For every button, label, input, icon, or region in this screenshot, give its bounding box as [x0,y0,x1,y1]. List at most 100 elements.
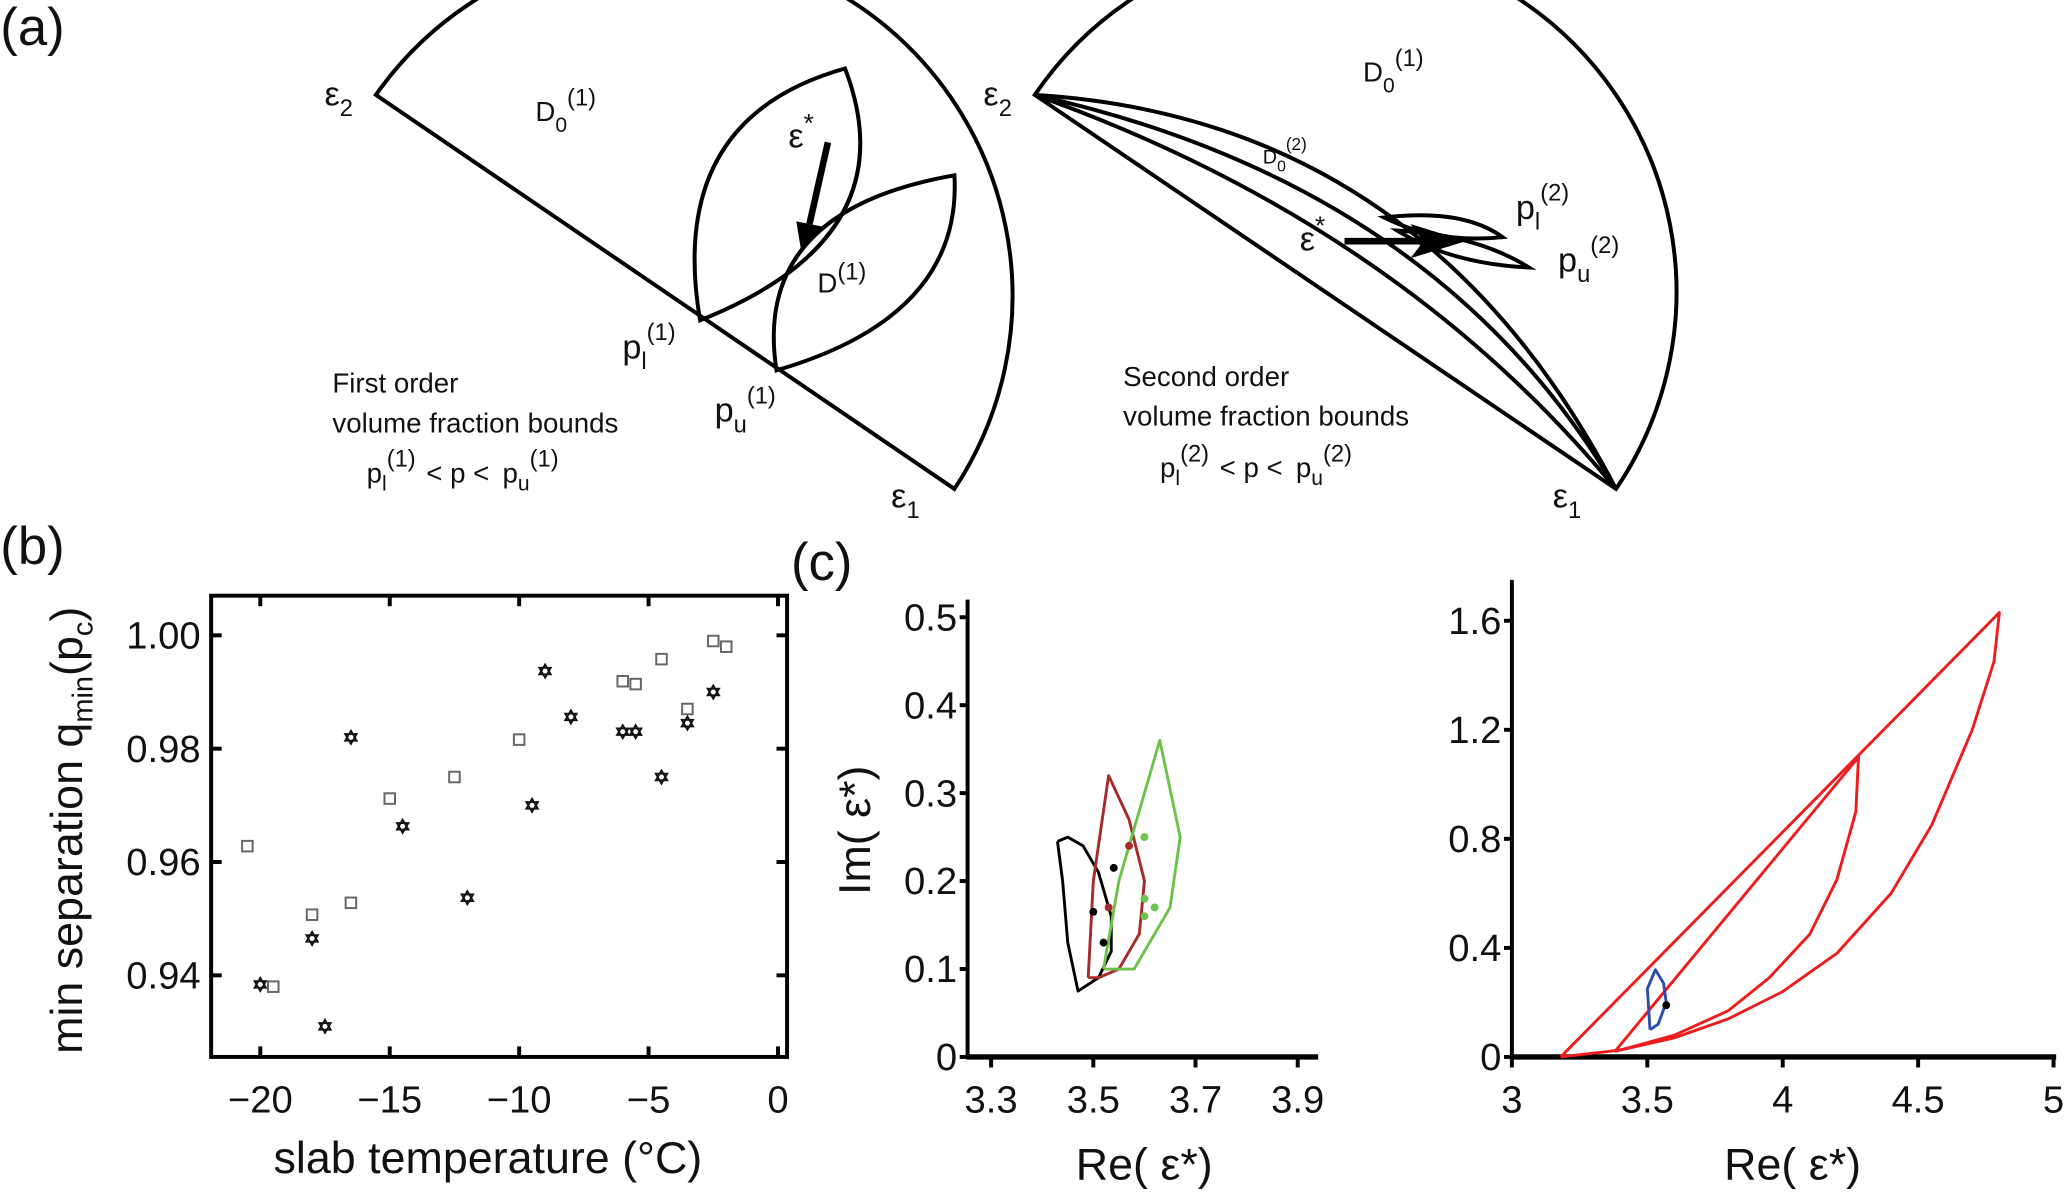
caption-line-2: volume fraction bounds [1123,401,1409,432]
label-pl: pl(2) [1516,180,1569,235]
data-point [1150,903,1159,912]
star-point [253,976,268,993]
x-axis-label: Re( ε*) [1724,1140,1861,1190]
x-tick-label: 4 [1772,1078,1793,1121]
x-tick-label: 5 [2043,1078,2064,1121]
square-point [241,839,254,853]
label-eps-star: ε* [788,108,814,156]
caption-line-2: volume fraction bounds [332,407,618,438]
star-point [317,1017,333,1035]
x-tick-label: 3.5 [1621,1078,1674,1121]
arrow-shaft [806,141,832,225]
x-tick-label: 4.5 [1892,1078,1945,1121]
label-D0: D0(1) [535,85,596,136]
x-tick-label: −5 [627,1078,671,1121]
square-point [707,634,720,648]
x-tick-label: −10 [487,1078,552,1121]
y-tick-label: 1.6 [1448,600,1501,643]
chart-im-vs-re-full: Re( ε*) 3 3.5 4 4.5 5 0 0.4 0.8 1.2 1.6 [1448,579,2064,1190]
blue-bound-curve [1645,968,1668,1031]
star-point [680,714,695,732]
lens-outer [692,66,863,323]
y-tick-label: 0.5 [904,596,957,639]
y-tick-label: 0.1 [904,948,957,991]
y-axis-label: Im( ε*) [830,766,880,895]
panel-label-c: (c) [791,533,852,592]
star-point [395,817,411,835]
black-bound-curve [1056,835,1113,993]
x-tick-label: 3.3 [965,1078,1018,1121]
y-tick-label: 0.3 [904,772,957,815]
data-point [1140,912,1149,921]
y-axis-label: min separation qmin(pc) [42,607,100,1054]
caption-line-1: First order [332,368,458,399]
x-tick-label: 0 [767,1078,788,1121]
square-point [655,652,668,666]
label-eps2: ε2 [983,75,1011,122]
caption-line-1: Second order [1123,361,1289,392]
semicircle-boundary [373,0,1015,492]
data-point [1140,833,1149,842]
x-tick-label: 3 [1501,1078,1522,1121]
star-point [615,723,630,741]
star-point [654,768,669,786]
outer-bound-curve [1559,611,2001,1059]
plot-frame [209,593,790,1059]
star-point [304,930,320,947]
square-point [719,640,733,653]
square-point [512,733,526,746]
square-point [344,896,358,910]
square-point [267,980,280,993]
data-point [1104,903,1113,912]
label-pu: pu(1) [715,383,776,438]
darkred-bound-curve [1086,774,1146,980]
first-order-diagram: ε2 ε1 D0(1) ε* D(1) pl(1) pu(1) First or… [324,0,1015,524]
inequality: pl(1) < p < pu(1) [367,447,559,496]
x-tick-label: 3.7 [1169,1078,1222,1121]
second-order-diagram: ε2 ε1 D0(1) D0(2) ε* pl(2) pu(2) Second … [983,0,1679,524]
label-eps-star: ε* [1300,211,1326,259]
square-point [629,677,642,691]
star-point [524,796,540,814]
data-point [1140,894,1149,903]
x-axis-label: Re( ε*) [1076,1140,1213,1190]
label-eps1: ε1 [1553,477,1581,524]
star-point [537,662,553,680]
label-D0-1: D0(1) [1363,46,1424,97]
star-point [343,728,359,746]
data-point [1125,841,1134,850]
x-tick-label: −15 [357,1078,422,1121]
y-tick-label: 0.4 [1448,927,1501,970]
y-tick-label: 0.8 [1448,818,1501,861]
label-eps2: ε2 [324,75,352,122]
y-tick-label: 0.96 [126,841,200,884]
x-tick-label: 3.5 [1067,1078,1120,1121]
panel-label-b: (b) [0,517,64,576]
star-point [563,708,579,726]
square-point [448,770,461,784]
y-tick-label: 0 [936,1036,957,1079]
inner-boundary [1034,93,1618,491]
y-tick-label: 0.98 [126,728,200,771]
y-tick-label: 0.2 [904,860,957,903]
square-point [305,908,319,921]
square-point [616,674,629,688]
panel-label-a: (a) [0,0,64,57]
data-point [1109,863,1118,872]
lens-inner [771,172,957,373]
square-point [383,792,397,805]
y-tick-label: 0 [1480,1036,1501,1079]
star-point [705,683,721,701]
label-pu: pu(2) [1558,233,1619,288]
arrow-head-icon [1410,224,1466,259]
x-tick-label: −20 [228,1078,293,1121]
label-eps1: ε1 [891,477,919,524]
chart-im-vs-re-zoomed: Re( ε*) Im( ε*) 3.3 3.5 3.7 3.9 0 0.1 0.2 0.3 0.… [830,596,1324,1189]
chart-min-separation: slab temperature (°C) min separation qmi… [42,593,790,1183]
data-point [1099,938,1108,947]
D0-1-boundary [1034,92,1618,490]
label-D0-2: D0(2) [1263,134,1307,175]
square-point [681,702,694,716]
star-point [628,723,643,741]
y-tick-label: 0.94 [126,955,200,998]
